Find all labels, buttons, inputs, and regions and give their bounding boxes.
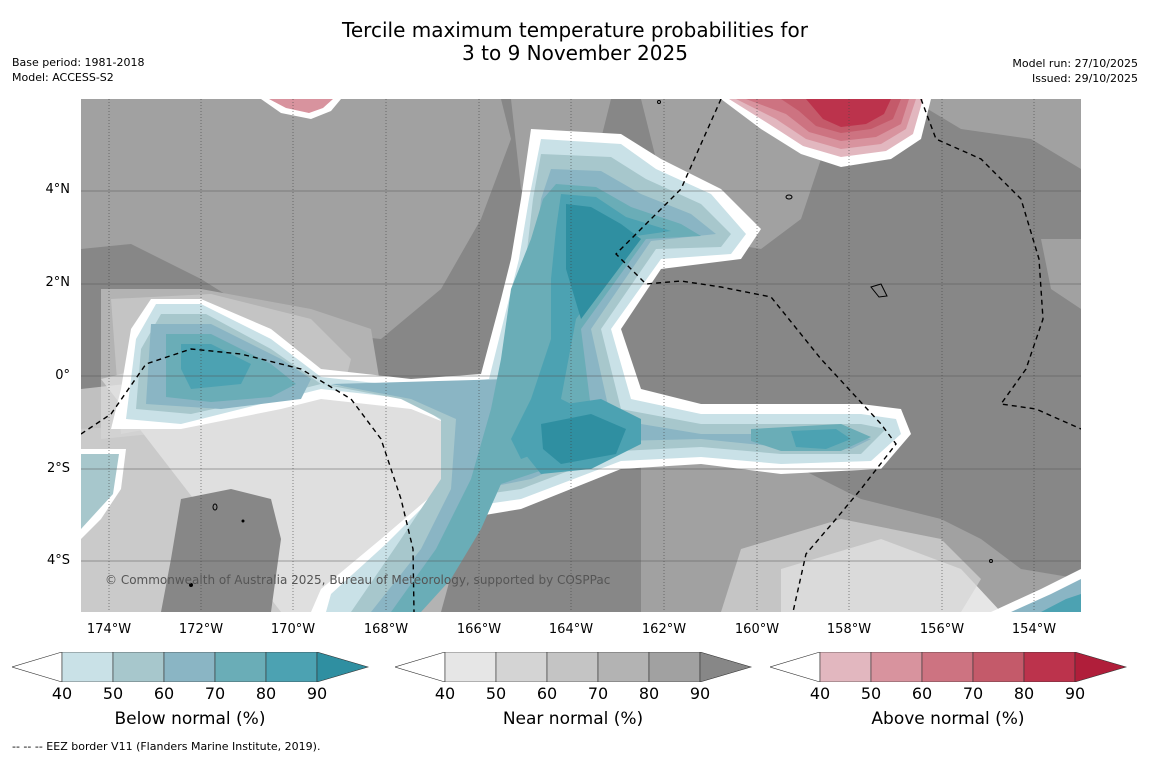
cb-near-tick-60: 60 [536,684,558,703]
base-period: Base period: 1981-2018 [12,56,145,69]
cb-below-tick-90: 90 [306,684,328,703]
map-title-line1: Tercile maximum temperature probabilitie… [342,18,808,42]
cb-below-seg-4 [214,652,267,682]
cb-below-seg-3 [163,652,216,682]
cb-near-tick-40: 40 [434,684,456,703]
cb-below-seg-1 [61,652,114,682]
lon-label-156w: 156°W [919,622,965,637]
cb-near-tick-50: 50 [485,684,507,703]
lon-label-174w: 174°W [86,622,132,637]
cb-near-seg-4 [597,652,650,682]
cb-below-tick-40: 40 [51,684,73,703]
cb-above-tick-80: 80 [1013,684,1035,703]
near-normal-80-band-g [1041,239,1081,309]
cb-below-seg-6 [316,652,370,682]
cb-below-seg-0 [12,652,63,682]
colorbar-above-normal [770,652,1128,682]
lat-gridlines [81,190,1081,562]
below-normal-90-center [541,414,626,464]
cb-near-tick-80: 80 [638,684,660,703]
cb-near-seg-3 [546,652,599,682]
cb-above-seg-1 [819,652,872,682]
lon-label-162w: 162°W [641,622,687,637]
cb-near-seg-0 [395,652,446,682]
above-normal-patch-nw [269,99,333,113]
near-normal-80-band-f [911,99,1081,169]
cb-near-seg-6 [699,652,753,682]
cb-above-seg-3 [921,652,974,682]
lon-label-172w: 172°W [178,622,224,637]
cb-above-tick-50: 50 [860,684,882,703]
lat-label-0: 0° [55,368,70,383]
above-normal-80-area [806,99,891,127]
cb-near-seg-2 [495,652,548,682]
near-normal-40-band-c [721,519,981,612]
cb-above-seg-0 [770,652,821,682]
islands [189,100,993,587]
near-normal-90-patch [161,489,281,612]
below-normal-80-area [511,194,671,459]
lon-label-158w: 158°W [826,622,872,637]
cb-near-seg-1 [444,652,497,682]
colorbar-near-normal [395,652,753,682]
copyright-notice: © Commonwealth of Australia 2025, Bureau… [105,573,611,587]
meta-right: Model run: 27/10/2025 Issued: 29/10/2025 [1012,56,1138,86]
meta-left: Base period: 1981-2018 Model: ACCESS-S2 [12,55,144,85]
cb-below-seg-2 [112,652,165,682]
lon-label-154w: 154°W [1011,622,1057,637]
below-normal-90-area [566,204,641,319]
cb-above-tick-70: 70 [962,684,984,703]
lat-label-2n: 2°N [45,275,71,290]
cb-above-seg-4 [972,652,1025,682]
lat-label-4s: 4°S [46,553,70,568]
below-normal-80-left [181,344,251,389]
map-title-line2: 3 to 9 November 2025 [462,41,688,65]
probability-map[interactable] [81,99,1081,612]
cb-below-tick-50: 50 [102,684,124,703]
model-run: Model run: 27/10/2025 [1012,57,1138,70]
below-normal-patch-se-core [1041,594,1081,612]
lat-label-4n: 4°N [45,182,71,197]
near-normal-80-band [81,99,511,339]
below-normal-80-east [791,429,851,449]
cb-below-tick-70: 70 [204,684,226,703]
cb-above-seg-5 [1023,652,1076,682]
cb-above-tick-40: 40 [809,684,831,703]
cb-near-seg-5 [648,652,701,682]
issued-date: Issued: 29/10/2025 [1031,72,1138,85]
lon-label-168w: 168°W [363,622,409,637]
cb-above-seg-2 [870,652,923,682]
eez-footnote: -- -- -- EEZ border V11 (Flanders Marine… [12,740,321,753]
below-normal-40-left [81,454,119,529]
cb-above-title: Above normal (%) [871,709,1025,729]
map-canvas [81,99,1081,612]
lon-label-170w: 170°W [270,622,316,637]
cb-above-tick-90: 90 [1064,684,1086,703]
eez-borders [81,99,1081,612]
cb-near-tick-90: 90 [689,684,711,703]
cb-below-seg-5 [265,652,318,682]
cb-below-tick-80: 80 [255,684,277,703]
cb-below-tick-60: 60 [153,684,175,703]
cb-above-seg-6 [1074,652,1128,682]
lon-label-164w: 164°W [548,622,594,637]
colorbar-below-normal [12,652,370,682]
cb-near-title: Near normal (%) [502,709,644,729]
cb-near-tick-70: 70 [587,684,609,703]
lon-label-160w: 160°W [734,622,780,637]
cb-below-title: Below normal (%) [114,709,266,729]
lat-label-2s: 2°S [46,461,70,476]
lon-label-166w: 166°W [456,622,502,637]
cb-above-tick-60: 60 [911,684,933,703]
model-name: Model: ACCESS-S2 [12,71,114,84]
